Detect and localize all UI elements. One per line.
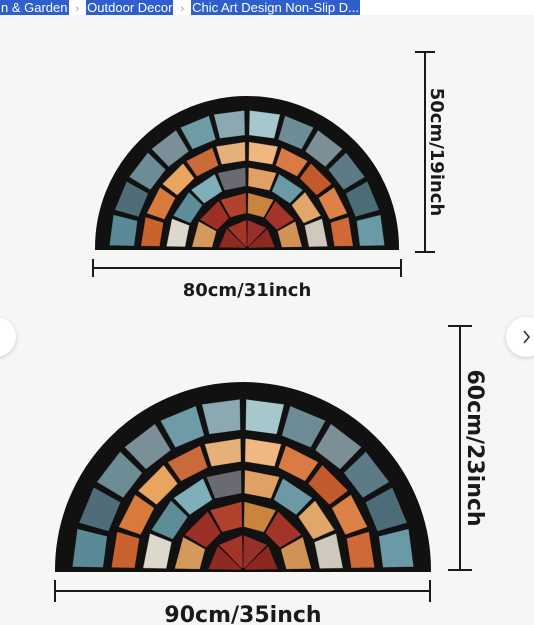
mat-tile <box>72 529 107 568</box>
large-width-label: 90cm/35inch <box>164 603 321 625</box>
large-width-dimension <box>55 580 430 602</box>
mat-tile <box>202 399 241 434</box>
breadcrumb-separator-icon: › <box>76 3 80 15</box>
breadcrumb: n & Garden › Outdoor Decor › Chic Art Design… <box>0 0 534 15</box>
small-height-label: 50cm/19inch <box>426 88 447 217</box>
mat-small-image <box>97 98 397 248</box>
breadcrumb-home-garden[interactable]: n & Garden <box>0 0 69 15</box>
small-width-label: 80cm/31inch <box>183 280 312 301</box>
mat-tile <box>214 110 245 138</box>
breadcrumb-outdoor-decor[interactable]: Outdoor Decor <box>86 0 173 15</box>
chevron-left-icon <box>0 329 2 345</box>
mat-tile <box>109 215 137 246</box>
breadcrumb-separator-icon: › <box>180 3 184 15</box>
mat-large-image <box>57 384 429 570</box>
breadcrumb-current-product[interactable]: Chic Art Design Non-Slip D... <box>191 0 360 15</box>
mat-tile <box>246 399 285 434</box>
large-height-label: 60cm/23inch <box>462 369 487 526</box>
mat-tile <box>379 529 414 568</box>
mat-tile <box>249 110 280 138</box>
chevron-right-icon <box>520 329 532 345</box>
small-width-dimension <box>93 259 401 277</box>
mat-tile <box>356 215 384 246</box>
